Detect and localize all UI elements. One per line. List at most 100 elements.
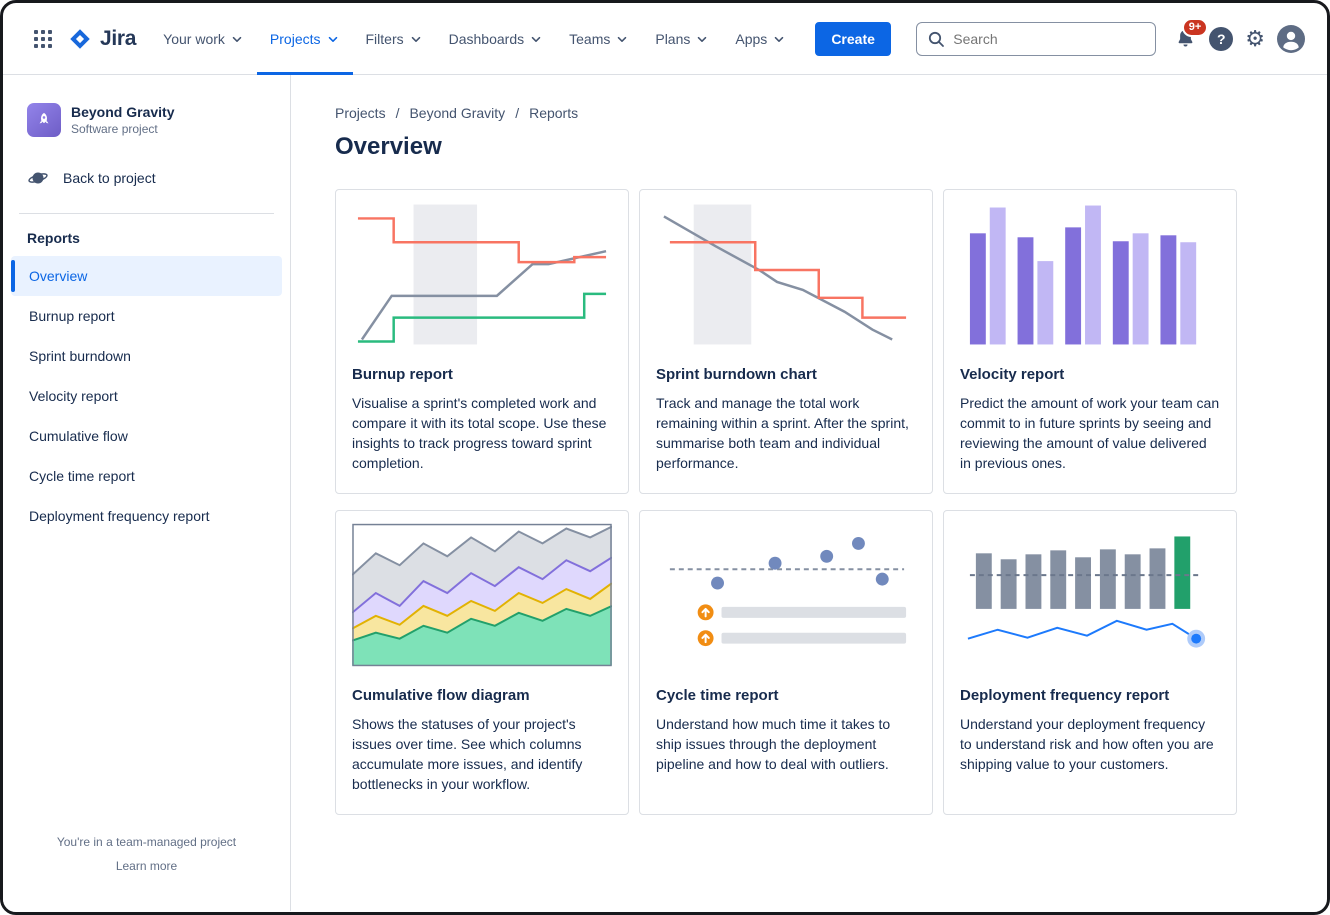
- project-sidebar: Beyond Gravity Software project Back to …: [3, 75, 291, 911]
- sidebar-item-label: Velocity report: [29, 388, 118, 404]
- header-actions: 9+ ? ⚙: [916, 18, 1305, 56]
- nav-item-filters[interactable]: Filters: [353, 3, 436, 75]
- jira-logo[interactable]: Jira: [67, 26, 136, 52]
- jira-logo-text: Jira: [100, 26, 137, 50]
- deployment-frequency-chart-thumbnail: [960, 523, 1220, 673]
- help-button[interactable]: ?: [1209, 26, 1234, 51]
- sidebar-item-label: Deployment frequency report: [29, 508, 210, 524]
- nav-item-label: Apps: [735, 30, 768, 47]
- help-icon: ?: [1216, 30, 1226, 47]
- chevron-down-icon: [328, 36, 337, 42]
- reports-section-title: Reports: [27, 230, 80, 246]
- gear-icon: ⚙: [1245, 25, 1265, 51]
- app-switcher-button[interactable]: [27, 23, 59, 55]
- velocity-chart-thumbnail: [960, 202, 1220, 352]
- chevron-down-icon: [411, 36, 420, 42]
- report-card-sprint-burndown[interactable]: Sprint burndown chart Track and manage t…: [639, 189, 933, 494]
- report-card-cycle-time[interactable]: Cycle time report Understand how much ti…: [639, 510, 933, 815]
- sidebar-footer: You're in a team-managed project Learn m…: [3, 835, 290, 873]
- settings-button[interactable]: ⚙: [1245, 25, 1265, 51]
- sidebar-item-velocity-report[interactable]: Velocity report: [11, 376, 282, 416]
- nav-item-label: Dashboards: [448, 30, 525, 47]
- card-description: Predict the amount of work your team can…: [960, 395, 1220, 471]
- nav-item-teams[interactable]: Teams: [556, 3, 642, 75]
- search-box: [916, 21, 1157, 56]
- nav-item-your-work[interactable]: Your work: [150, 3, 257, 75]
- page-title: Overview: [335, 133, 442, 160]
- report-cards-grid: Burnup report Visualise a sprint's compl…: [335, 189, 1287, 815]
- sidebar-item-deployment-frequency-report[interactable]: Deployment frequency report: [11, 496, 282, 536]
- chevron-down-icon: [232, 36, 242, 42]
- nav-item-label: Filters: [365, 30, 404, 47]
- report-card-velocity[interactable]: Velocity report Predict the amount of wo…: [943, 189, 1237, 494]
- sidebar-item-label: Overview: [29, 268, 88, 284]
- card-title: Sprint burndown chart: [656, 366, 817, 383]
- card-title: Cycle time report: [656, 687, 779, 704]
- sidebar-divider: [19, 213, 274, 214]
- project-header[interactable]: Beyond Gravity Software project: [3, 103, 290, 137]
- breadcrumb-separator: /: [395, 105, 400, 121]
- card-title: Velocity report: [960, 366, 1065, 383]
- sidebar-item-overview[interactable]: Overview: [11, 256, 282, 296]
- rocket-icon: [39, 112, 49, 124]
- learn-more-link[interactable]: Learn more: [115, 859, 178, 873]
- jira-logo-icon: [70, 28, 90, 49]
- sidebar-item-burnup-report[interactable]: Burnup report: [11, 296, 282, 336]
- project-avatar: [27, 103, 61, 137]
- avatar-icon: [1277, 24, 1305, 53]
- sidebar-item-cumulative-flow[interactable]: Cumulative flow: [11, 416, 282, 456]
- app-grid-icon: [34, 29, 52, 48]
- primary-nav: Your work Projects Filters Dashboards Te…: [150, 3, 799, 75]
- breadcrumb-project-name[interactable]: Beyond Gravity: [409, 105, 506, 121]
- back-to-project-link[interactable]: Back to project: [3, 167, 290, 189]
- back-to-project-label: Back to project: [63, 170, 156, 186]
- card-description: Shows the statuses of your project's iss…: [352, 716, 583, 792]
- project-name: Beyond Gravity: [71, 104, 175, 120]
- notification-badge: 9+: [1181, 18, 1209, 37]
- breadcrumb-projects[interactable]: Projects: [335, 105, 386, 121]
- card-description: Understand how much time it takes to shi…: [656, 716, 891, 772]
- sidebar-item-label: Cycle time report: [29, 468, 135, 484]
- planet-icon: [28, 172, 48, 184]
- report-card-deployment-frequency[interactable]: Deployment frequency report Understand y…: [943, 510, 1237, 815]
- create-button[interactable]: Create: [815, 21, 891, 56]
- burndown-chart-thumbnail: [656, 202, 916, 352]
- nav-item-label: Projects: [269, 30, 321, 47]
- nav-item-projects[interactable]: Projects: [256, 3, 353, 75]
- sidebar-item-cycle-time-report[interactable]: Cycle time report: [11, 456, 282, 496]
- cycle-time-chart-thumbnail: [656, 523, 916, 673]
- cumulative-flow-chart-thumbnail: [351, 523, 613, 673]
- card-description: Understand your deployment frequency to …: [960, 716, 1214, 772]
- team-managed-note: You're in a team-managed project: [56, 835, 237, 849]
- chevron-down-icon: [618, 36, 627, 42]
- nav-item-dashboards[interactable]: Dashboards: [436, 3, 557, 75]
- card-description: Track and manage the total work remainin…: [656, 395, 909, 471]
- sidebar-item-sprint-burndown[interactable]: Sprint burndown: [11, 336, 282, 376]
- project-type: Software project: [71, 122, 158, 136]
- burnup-chart-thumbnail: [352, 202, 612, 352]
- reports-nav-list: Overview Burnup report Sprint burndown V…: [3, 254, 290, 538]
- report-card-burnup[interactable]: Burnup report Visualise a sprint's compl…: [335, 189, 629, 494]
- search-input[interactable]: [916, 21, 1157, 56]
- card-title: Deployment frequency report: [960, 687, 1170, 704]
- profile-button[interactable]: [1277, 24, 1305, 53]
- card-description: Visualise a sprint's completed work and …: [352, 395, 607, 471]
- main-content: Projects / Beyond Gravity / Reports Over…: [291, 75, 1327, 911]
- card-title: Burnup report: [352, 366, 453, 383]
- breadcrumb: Projects / Beyond Gravity / Reports: [335, 105, 1287, 121]
- nav-item-label: Your work: [163, 30, 225, 47]
- nav-item-apps[interactable]: Apps: [722, 3, 799, 75]
- chevron-down-icon: [531, 36, 541, 42]
- sidebar-item-label: Burnup report: [29, 308, 115, 324]
- nav-item-label: Plans: [655, 30, 691, 47]
- report-card-cumulative-flow[interactable]: Cumulative flow diagram Shows the status…: [335, 510, 629, 815]
- top-navigation-bar: Jira Your work Projects Filters Dashboar…: [3, 3, 1327, 75]
- sidebar-item-label: Sprint burndown: [29, 348, 131, 364]
- sidebar-item-label: Cumulative flow: [29, 428, 128, 444]
- notifications-button[interactable]: 9+: [1174, 18, 1209, 50]
- nav-item-plans[interactable]: Plans: [642, 3, 722, 75]
- nav-item-label: Teams: [569, 30, 611, 47]
- chevron-down-icon: [698, 36, 707, 42]
- breadcrumb-reports[interactable]: Reports: [529, 105, 579, 121]
